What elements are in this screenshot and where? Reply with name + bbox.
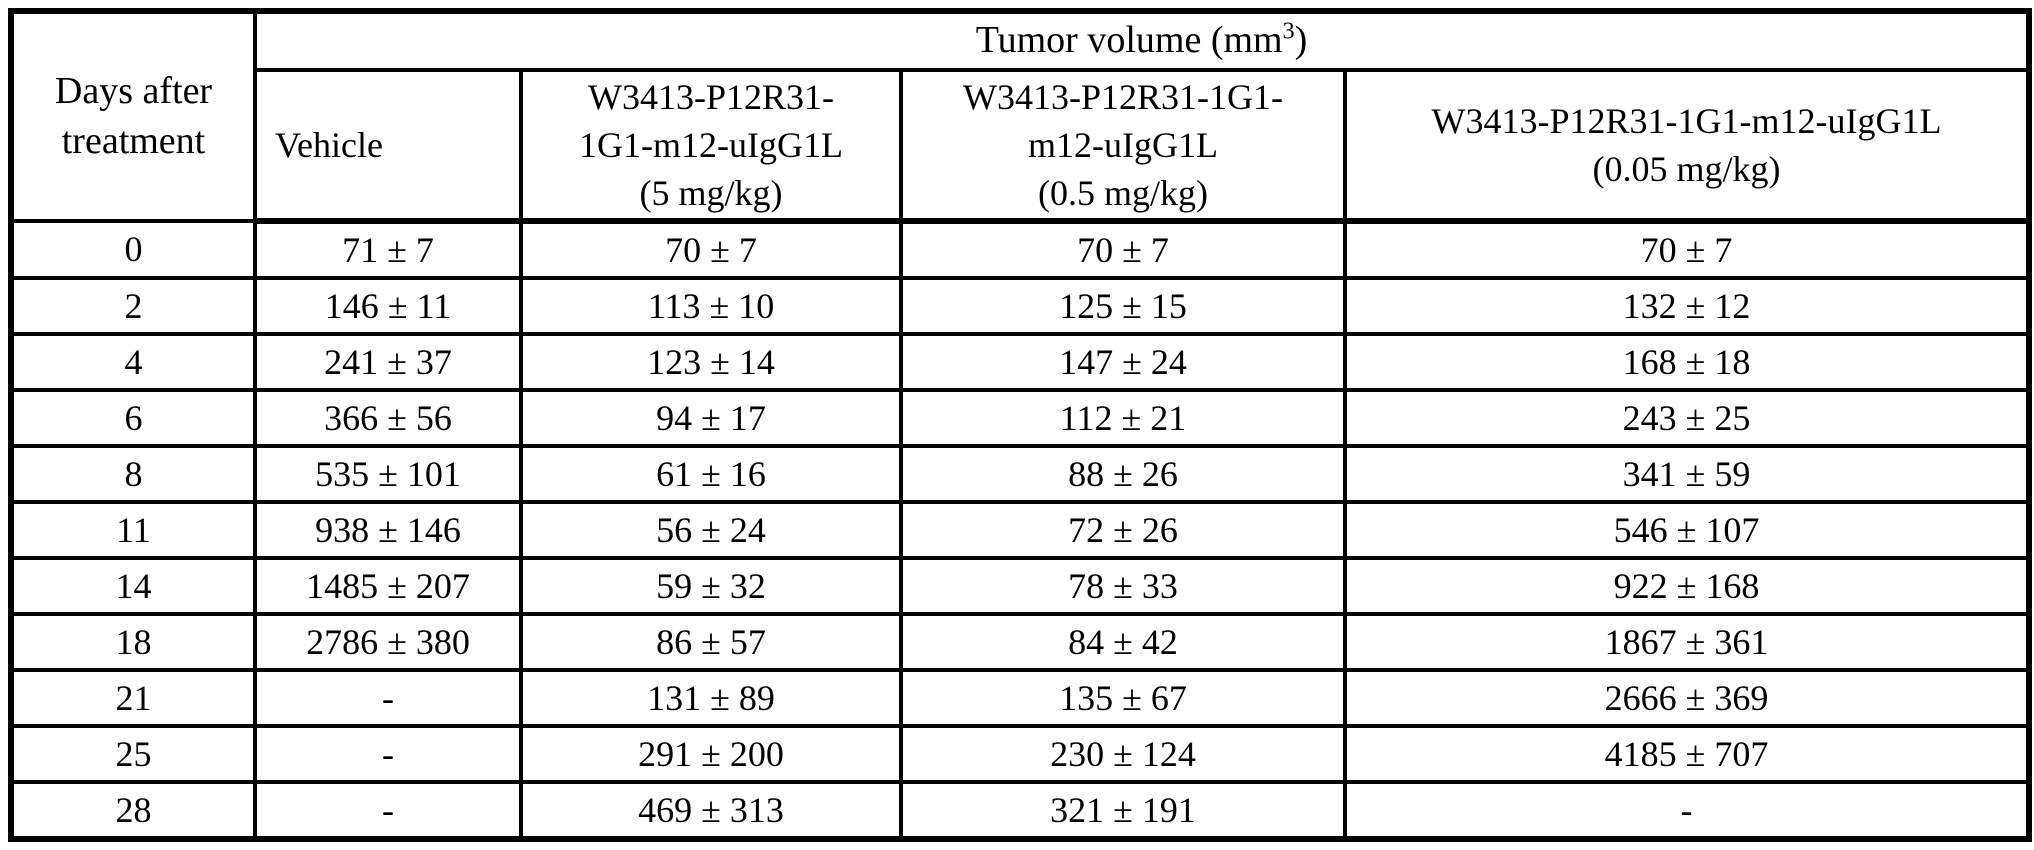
value-cell: 241 ± 37 — [253, 332, 523, 392]
value-cell: 56 ± 24 — [519, 500, 903, 560]
value-cell: 72 ± 26 — [899, 500, 1347, 560]
value-cell: 546 ± 107 — [1343, 500, 2031, 560]
value-cell: 123 ± 14 — [519, 332, 903, 392]
value-cell: 88 ± 26 — [899, 444, 1347, 504]
table-row: 21 - 131 ± 89 135 ± 67 2666 ± 369 — [9, 668, 2031, 728]
value-cell: 84 ± 42 — [899, 612, 1347, 672]
table-row: 25 - 291 ± 200 230 ± 124 4185 ± 707 — [9, 724, 2031, 784]
value-cell: 4185 ± 707 — [1343, 724, 2031, 784]
column-header-dose-0p05mgkg: W3413-P12R31-1G1-m12-uIgG1L (0.05 mg/kg) — [1343, 68, 2031, 224]
day-cell: 2 — [9, 276, 257, 336]
corner-header-days-after-treatment: Days after treatment — [9, 9, 257, 223]
header-line: W3413-P12R31- — [588, 77, 834, 117]
header-line: (5 mg/kg) — [639, 173, 783, 213]
table-header: Days after treatment Tumor volume (mm3) … — [9, 9, 2031, 224]
day-cell: 25 — [9, 724, 257, 784]
header-line: W3413-P12R31-1G1-m12-uIgG1L — [1431, 101, 1942, 141]
header-line: W3413-P12R31-1G1- — [963, 77, 1283, 117]
day-cell: 21 — [9, 668, 257, 728]
value-cell: 922 ± 168 — [1343, 556, 2031, 616]
value-cell: 168 ± 18 — [1343, 332, 2031, 392]
value-cell: 70 ± 7 — [1343, 219, 2031, 280]
value-cell: 366 ± 56 — [253, 388, 523, 448]
value-cell: 469 ± 313 — [519, 780, 903, 841]
column-header-vehicle: Vehicle — [253, 68, 523, 224]
value-cell: 291 ± 200 — [519, 724, 903, 784]
day-cell: 0 — [9, 219, 257, 280]
day-cell: 28 — [9, 780, 257, 841]
value-cell: - — [253, 780, 523, 841]
value-cell: 86 ± 57 — [519, 612, 903, 672]
table-body: 0 71 ± 7 70 ± 7 70 ± 7 70 ± 7 2 146 ± 11… — [9, 219, 2031, 841]
day-cell: 8 — [9, 444, 257, 504]
group-header-text-suffix: ) — [1294, 19, 1308, 62]
column-header-dose-5mgkg: W3413-P12R31- 1G1-m12-uIgG1L (5 mg/kg) — [519, 68, 903, 224]
value-cell: 147 ± 24 — [899, 332, 1347, 392]
value-cell: 1485 ± 207 — [253, 556, 523, 616]
value-cell: 70 ± 7 — [519, 219, 903, 280]
value-cell: 112 ± 21 — [899, 388, 1347, 448]
header-line: Vehicle — [275, 125, 383, 165]
day-cell: 11 — [9, 500, 257, 560]
value-cell: 71 ± 7 — [253, 219, 523, 280]
value-cell: 78 ± 33 — [899, 556, 1347, 616]
value-cell: 125 ± 15 — [899, 276, 1347, 336]
value-cell: 2786 ± 380 — [253, 612, 523, 672]
value-cell: 1867 ± 361 — [1343, 612, 2031, 672]
treatment-header-row: Vehicle W3413-P12R31- 1G1-m12-uIgG1L (5 … — [11, 68, 2031, 224]
value-cell: 321 ± 191 — [899, 780, 1347, 841]
tumor-volume-table: Days after treatment Tumor volume (mm3) … — [8, 8, 2032, 842]
value-cell: 146 ± 11 — [253, 276, 523, 336]
value-cell: 131 ± 89 — [519, 668, 903, 728]
group-header-text-prefix: Tumor volume (mm — [975, 19, 1283, 62]
value-cell: - — [253, 724, 523, 784]
value-cell: 535 ± 101 — [253, 444, 523, 504]
table-row: 4 241 ± 37 123 ± 14 147 ± 24 168 ± 18 — [9, 332, 2031, 392]
value-cell: 135 ± 67 — [899, 668, 1347, 728]
value-cell: 230 ± 124 — [899, 724, 1347, 784]
group-header-row: Days after treatment Tumor volume (mm3) — [9, 9, 2031, 223]
value-cell: 341 ± 59 — [1343, 444, 2031, 504]
table-row: 2 146 ± 11 113 ± 10 125 ± 15 132 ± 12 — [9, 276, 2031, 336]
superscript-3: 3 — [1282, 18, 1295, 45]
table-row: 6 366 ± 56 94 ± 17 112 ± 21 243 ± 25 — [9, 388, 2031, 448]
value-cell: 61 ± 16 — [519, 444, 903, 504]
table-row: 0 71 ± 7 70 ± 7 70 ± 7 70 ± 7 — [9, 219, 2031, 280]
group-header-tumor-volume: Tumor volume (mm3) — [253, 9, 2031, 72]
table-row: 28 - 469 ± 313 321 ± 191 - — [9, 780, 2031, 841]
value-cell: 70 ± 7 — [899, 219, 1347, 280]
column-header-dose-0p5mgkg: W3413-P12R31-1G1- m12-uIgG1L (0.5 mg/kg) — [899, 68, 1347, 224]
table-row: 18 2786 ± 380 86 ± 57 84 ± 42 1867 ± 361 — [9, 612, 2031, 672]
header-line: (0.05 mg/kg) — [1592, 149, 1781, 189]
header-line: 1G1-m12-uIgG1L — [579, 125, 843, 165]
table-row: 11 938 ± 146 56 ± 24 72 ± 26 546 ± 107 — [9, 500, 2031, 560]
value-cell: 59 ± 32 — [519, 556, 903, 616]
table-row: 14 1485 ± 207 59 ± 32 78 ± 33 922 ± 168 — [9, 556, 2031, 616]
value-cell: 243 ± 25 — [1343, 388, 2031, 448]
value-cell: 938 ± 146 — [253, 500, 523, 560]
table-row: 8 535 ± 101 61 ± 16 88 ± 26 341 ± 59 — [9, 444, 2031, 504]
day-cell: 4 — [9, 332, 257, 392]
day-cell: 14 — [9, 556, 257, 616]
day-cell: 6 — [9, 388, 257, 448]
value-cell: 2666 ± 369 — [1343, 668, 2031, 728]
value-cell: 94 ± 17 — [519, 388, 903, 448]
value-cell: - — [253, 668, 523, 728]
value-cell: 132 ± 12 — [1343, 276, 2031, 336]
value-cell: 113 ± 10 — [519, 276, 903, 336]
header-line: (0.5 mg/kg) — [1038, 173, 1208, 213]
header-line: m12-uIgG1L — [1028, 125, 1218, 165]
value-cell: - — [1343, 780, 2031, 841]
day-cell: 18 — [9, 612, 257, 672]
